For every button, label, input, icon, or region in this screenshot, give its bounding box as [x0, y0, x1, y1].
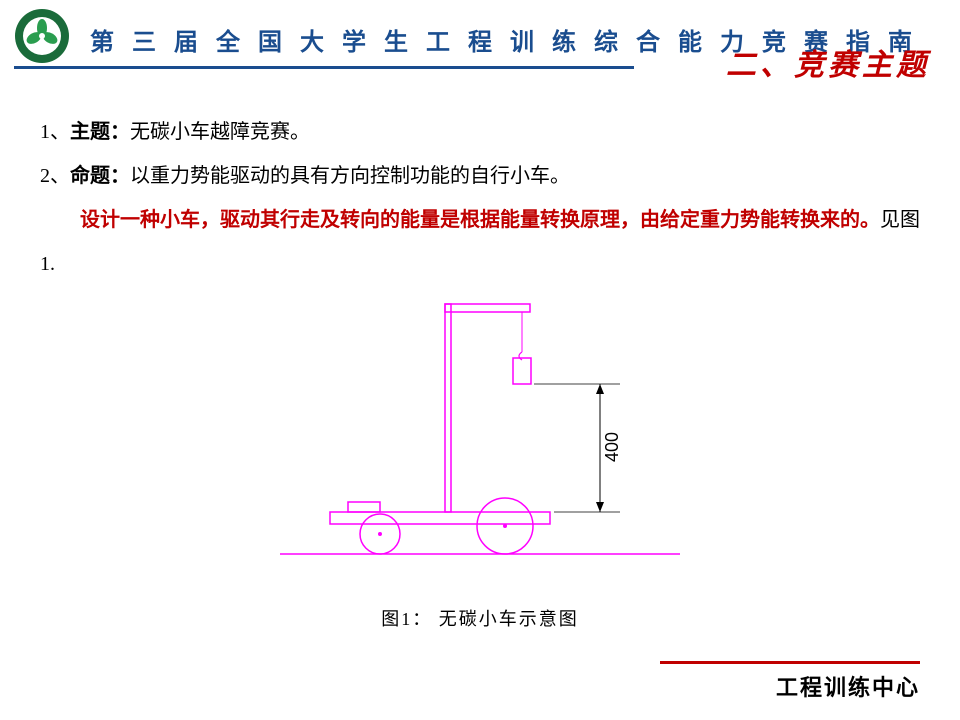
section-heading: 二、竞赛主题	[726, 40, 930, 84]
footer-text: 工程训练中心	[660, 670, 920, 702]
header: 第 三 届 全 国 大 学 生 工 程 训 练 综 合 能 力 竞 赛 指 南 …	[0, 0, 960, 80]
figure-caption: 图1： 无碳小车示意图	[40, 600, 920, 640]
footer: 工程训练中心	[660, 661, 920, 702]
line-proposition: 2、命题：以重力势能驱动的具有方向控制功能的自行小车。	[40, 154, 920, 198]
header-underline	[14, 66, 634, 69]
figure-diagram: 400	[270, 294, 690, 574]
svg-text:400: 400	[602, 432, 622, 462]
paragraph-design: 设计一种小车，驱动其行走及转向的能量是根据能量转换原理，由给定重力势能转换来的。…	[40, 198, 920, 286]
figure-wrap: 400 图1： 无碳小车示意图	[40, 294, 920, 640]
logo-badge	[14, 8, 70, 64]
content-area: 1、主题：无碳小车越障竞赛。 2、命题：以重力势能驱动的具有方向控制功能的自行小…	[0, 80, 960, 640]
line-topic: 1、主题：无碳小车越障竞赛。	[40, 110, 920, 154]
footer-line	[660, 661, 920, 664]
